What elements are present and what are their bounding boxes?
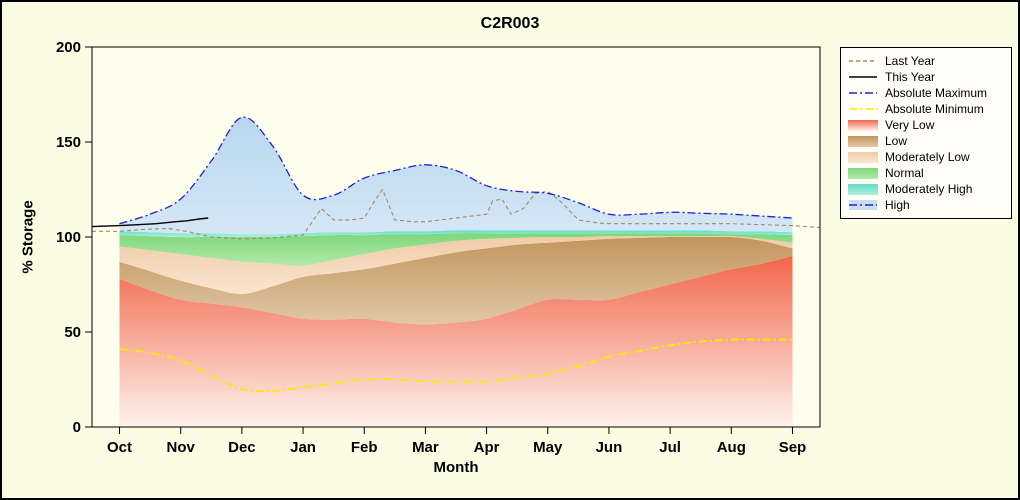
x-tick-label: Nov [167,439,196,456]
x-tick-label: Jun [596,439,623,456]
y-tick-label: 150 [56,134,81,151]
legend-item: Moderately Low [848,149,1004,165]
legend-label: This Year [885,70,936,84]
legend-swatch-line [849,108,877,110]
x-axis-label: Month [433,459,479,476]
legend-label: High [885,198,910,212]
legend-item: Very Low [848,117,1004,133]
y-tick-label: 200 [56,39,81,56]
legend-swatch-fill [848,119,878,131]
legend-label: Moderately Low [885,150,970,164]
band-moderately-high [119,230,793,238]
x-tick-label: Feb [351,439,378,456]
legend: Last Year This Year Absolute Maximum Absolu… [840,47,1012,219]
legend-item: Normal [848,165,1004,181]
x-tick-label: Jul [659,439,681,456]
legend-item: Low [848,133,1004,149]
legend-swatch-fill [848,167,878,179]
legend-item: Absolute Minimum [848,101,1004,117]
legend-label: Low [885,134,908,148]
line-this-year [91,217,209,228]
legend-swatch-fill [848,183,878,195]
x-tick-label: Sep [779,439,807,456]
chart-title: C2R003 [480,15,540,32]
legend-swatch-fill [848,151,878,163]
legend-label: Very Low [885,118,935,132]
y-tick-label: 0 [73,419,81,436]
legend-label: Last Year [885,54,936,68]
y-axis-label: % Storage [19,200,37,274]
y-tick-label: 100 [56,229,81,246]
band-very-low [119,256,793,427]
x-tick-label: Apr [474,439,500,456]
band-moderately-low [119,235,793,295]
legend-item: Absolute Maximum [848,85,1004,101]
x-tick-label: Oct [107,439,132,456]
legend-label: Absolute Maximum [885,86,988,100]
legend-label: Absolute Minimum [885,102,984,116]
legend-swatch-line [849,76,877,78]
line-absolute-minimum [119,338,793,393]
legend-item: This Year [848,69,1004,85]
legend-item: Last Year [848,53,1004,69]
x-tick-label: Jan [290,439,316,456]
legend-swatch-line [849,60,877,62]
line-last-year [92,188,821,240]
legend-item: Moderately High [848,181,1004,197]
x-tick-label: Mar [412,439,439,456]
legend-swatch-fill-line [849,200,877,210]
band-normal [119,233,793,266]
legend-swatch-fill [848,135,878,147]
line-absolute-maximum [119,116,793,225]
x-tick-label: Dec [228,439,256,456]
band-low [119,236,793,325]
legend-label: Moderately High [885,182,973,196]
legend-label: Normal [885,166,924,180]
y-tick-label: 50 [64,324,81,341]
x-tick-label: May [533,439,563,456]
band-high [119,117,793,235]
legend-swatch-line [849,92,877,94]
x-tick-label: Aug [717,439,746,456]
legend-item: High [848,197,1004,213]
